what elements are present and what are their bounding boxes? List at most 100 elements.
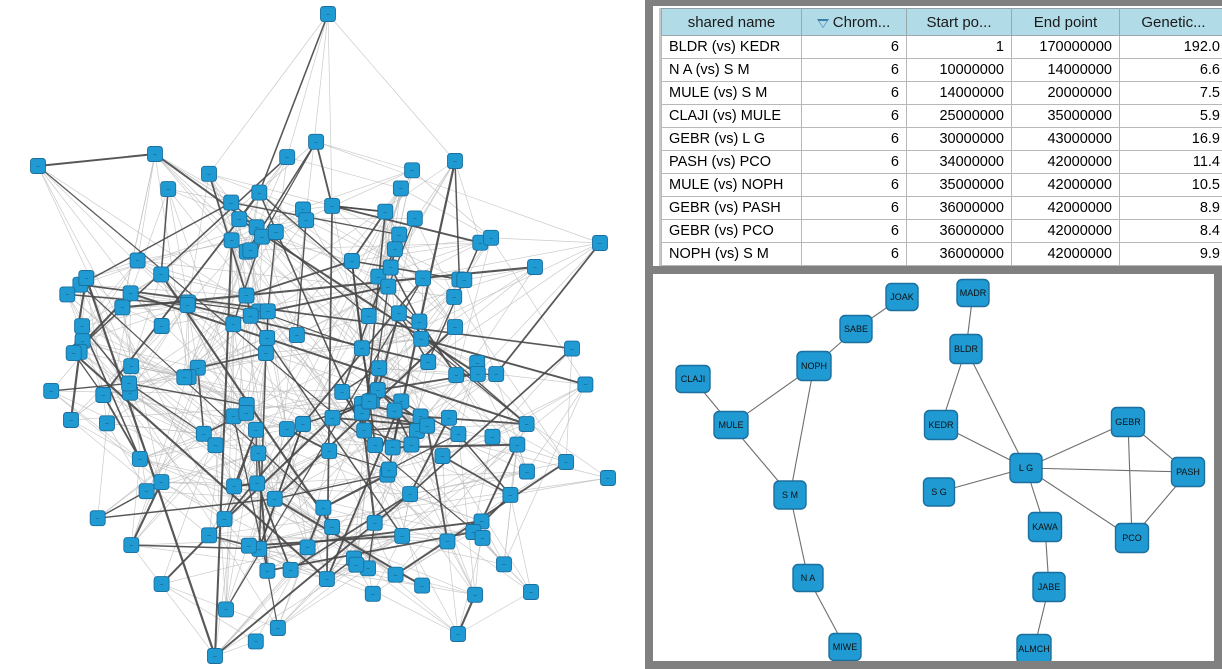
network-node-shape[interactable] bbox=[434, 448, 451, 465]
table-cell-chromosome[interactable]: 6 bbox=[801, 58, 907, 82]
network-node[interactable]: — bbox=[456, 272, 473, 289]
sub-network-panel[interactable]: CLAJI MULE NOPH SABE JOAK S M N A MIWE MADR BLDR K… bbox=[645, 266, 1222, 669]
network-node[interactable]: — bbox=[247, 633, 264, 650]
network-node[interactable]: — bbox=[371, 360, 388, 377]
network-node-shape[interactable] bbox=[413, 330, 430, 347]
network-edge[interactable] bbox=[323, 447, 393, 508]
network-node[interactable]: — bbox=[43, 382, 60, 399]
network-node-shape[interactable] bbox=[223, 232, 240, 249]
network-node-shape[interactable] bbox=[334, 383, 351, 400]
network-node-shape[interactable] bbox=[447, 319, 463, 336]
network-node-shape[interactable] bbox=[207, 437, 224, 454]
network-edge[interactable] bbox=[565, 348, 573, 463]
network-node-shape[interactable] bbox=[320, 6, 336, 22]
network-node[interactable]: — bbox=[129, 252, 146, 269]
network-edge[interactable] bbox=[51, 382, 130, 392]
network-node-shape[interactable] bbox=[201, 165, 217, 182]
network-node-shape[interactable] bbox=[1027, 511, 1063, 543]
table-cell-genetic[interactable]: 8.9 bbox=[1119, 196, 1222, 220]
network-node[interactable]: — bbox=[114, 299, 131, 316]
network-node-shape[interactable] bbox=[361, 393, 378, 410]
network-node[interactable]: — bbox=[267, 224, 284, 240]
column-header-genetic[interactable]: Genetic... bbox=[1119, 8, 1222, 36]
table-cell-end_point[interactable]: 43000000 bbox=[1011, 127, 1120, 151]
network-node-shape[interactable] bbox=[509, 436, 526, 453]
network-edge[interactable] bbox=[161, 583, 256, 642]
network-node-shape[interactable] bbox=[279, 149, 296, 166]
network-node-shape[interactable] bbox=[484, 428, 501, 445]
table-row[interactable]: GEBR (vs) PCO 6 36000000 42000000 8.4 bbox=[661, 219, 1222, 243]
network-node-shape[interactable] bbox=[324, 409, 341, 426]
network-edge[interactable] bbox=[67, 294, 324, 508]
network-edge[interactable] bbox=[327, 13, 333, 206]
network-node-shape[interactable] bbox=[382, 259, 399, 276]
column-header-chromosome[interactable]: Chrom... bbox=[801, 8, 907, 36]
network-node-shape[interactable] bbox=[238, 287, 255, 304]
network-edge[interactable] bbox=[250, 315, 403, 537]
network-node-shape[interactable] bbox=[257, 345, 274, 361]
network-edge[interactable] bbox=[1127, 421, 1133, 539]
network-node-shape[interactable] bbox=[114, 299, 131, 316]
network-node-shape[interactable] bbox=[259, 562, 276, 579]
network-node-shape[interactable] bbox=[1016, 633, 1052, 662]
network-edge[interactable] bbox=[128, 382, 247, 406]
network-node[interactable]: — bbox=[250, 445, 267, 462]
network-node-shape[interactable] bbox=[450, 426, 467, 443]
network-node[interactable]: — bbox=[384, 439, 401, 456]
network-node-shape[interactable] bbox=[390, 305, 407, 322]
network-edge[interactable] bbox=[197, 352, 267, 369]
network-node-shape[interactable] bbox=[502, 486, 519, 503]
network-edge[interactable] bbox=[102, 394, 141, 460]
network-node[interactable]: — bbox=[78, 270, 95, 286]
network-node-shape[interactable] bbox=[474, 529, 491, 546]
network-node-shape[interactable] bbox=[406, 210, 423, 227]
network-edge[interactable] bbox=[208, 373, 497, 536]
network-edge[interactable] bbox=[129, 376, 185, 384]
network-edge[interactable] bbox=[261, 236, 298, 336]
network-node-shape[interactable] bbox=[89, 510, 106, 527]
network-node-shape[interactable] bbox=[404, 162, 421, 179]
edge-table-scroll[interactable]: shared name Chrom... Start po... End poi… bbox=[659, 8, 1222, 266]
network-node[interactable]: — bbox=[226, 478, 243, 495]
network-edge[interactable] bbox=[411, 170, 492, 239]
network-node[interactable]: — bbox=[469, 365, 486, 382]
network-node[interactable]: — bbox=[324, 409, 341, 426]
network-edge[interactable] bbox=[427, 425, 528, 472]
network-node[interactable]: NOPH bbox=[796, 350, 832, 382]
network-node-shape[interactable] bbox=[242, 307, 259, 324]
network-edge[interactable] bbox=[106, 423, 147, 492]
table-cell-chromosome[interactable]: 6 bbox=[801, 127, 907, 151]
network-node[interactable]: PASH bbox=[1170, 456, 1206, 488]
network-node-shape[interactable] bbox=[65, 345, 82, 362]
network-edge[interactable] bbox=[286, 13, 329, 158]
network-node[interactable]: — bbox=[361, 393, 378, 410]
network-node[interactable]: — bbox=[123, 537, 140, 554]
table-cell-shared_name[interactable]: GEBR (vs) PASH bbox=[661, 196, 802, 220]
network-node[interactable]: — bbox=[259, 303, 276, 320]
network-node[interactable]: — bbox=[380, 278, 397, 295]
network-node-shape[interactable] bbox=[123, 358, 140, 375]
network-edge[interactable] bbox=[442, 455, 511, 496]
network-node-shape[interactable] bbox=[288, 327, 305, 344]
network-node-shape[interactable] bbox=[447, 153, 463, 169]
network-edge[interactable] bbox=[167, 189, 189, 303]
network-node-shape[interactable] bbox=[414, 577, 431, 594]
network-node[interactable]: — bbox=[295, 416, 311, 432]
table-row[interactable]: GEBR (vs) L G 6 30000000 43000000 16.9 bbox=[661, 127, 1222, 151]
network-node-shape[interactable] bbox=[248, 421, 264, 438]
network-node[interactable]: — bbox=[259, 329, 276, 346]
network-edge[interactable] bbox=[208, 173, 333, 207]
table-cell-shared_name[interactable]: GEBR (vs) PCO bbox=[661, 219, 802, 243]
network-node[interactable]: — bbox=[502, 486, 519, 503]
network-node[interactable]: — bbox=[249, 475, 266, 492]
network-node[interactable]: — bbox=[467, 586, 484, 603]
network-node[interactable]: — bbox=[386, 241, 403, 258]
network-edge[interactable] bbox=[161, 481, 225, 520]
network-edge[interactable] bbox=[129, 392, 459, 635]
network-node[interactable]: — bbox=[394, 527, 411, 544]
network-edge[interactable] bbox=[231, 201, 400, 236]
network-edge[interactable] bbox=[233, 486, 291, 571]
network-edge[interactable] bbox=[197, 367, 205, 434]
main-network-canvas[interactable]: — — — — — — — — — — — — — — — — — — — — — — — — — — — — — — — — — — — — — — — —… bbox=[0, 0, 645, 669]
